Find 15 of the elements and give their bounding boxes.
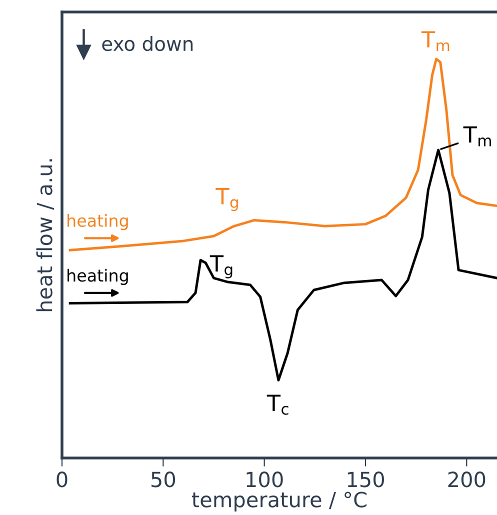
x-tick-label: 150	[348, 472, 384, 488]
series-label: heating	[68, 268, 128, 285]
x-axis-title: temperature / °C	[192, 492, 366, 512]
x-tick-label: 50	[152, 472, 176, 488]
x-tick-label: 0	[56, 472, 68, 488]
annotation: T$_{g}$	[210, 255, 232, 278]
text: exo down	[102, 36, 193, 52]
x-tick-label: 200	[448, 472, 486, 488]
x-tick-label: 100	[246, 472, 283, 488]
series-label: heating	[68, 214, 128, 230]
annotation: T$_{m}$	[421, 31, 450, 52]
annotation: T$_{m}$	[463, 126, 491, 146]
annotation: T$_{c}$	[266, 394, 288, 415]
annotation: T$_{g}$	[216, 188, 238, 212]
y-axis-title: heat flow / a.u.	[36, 159, 54, 312]
